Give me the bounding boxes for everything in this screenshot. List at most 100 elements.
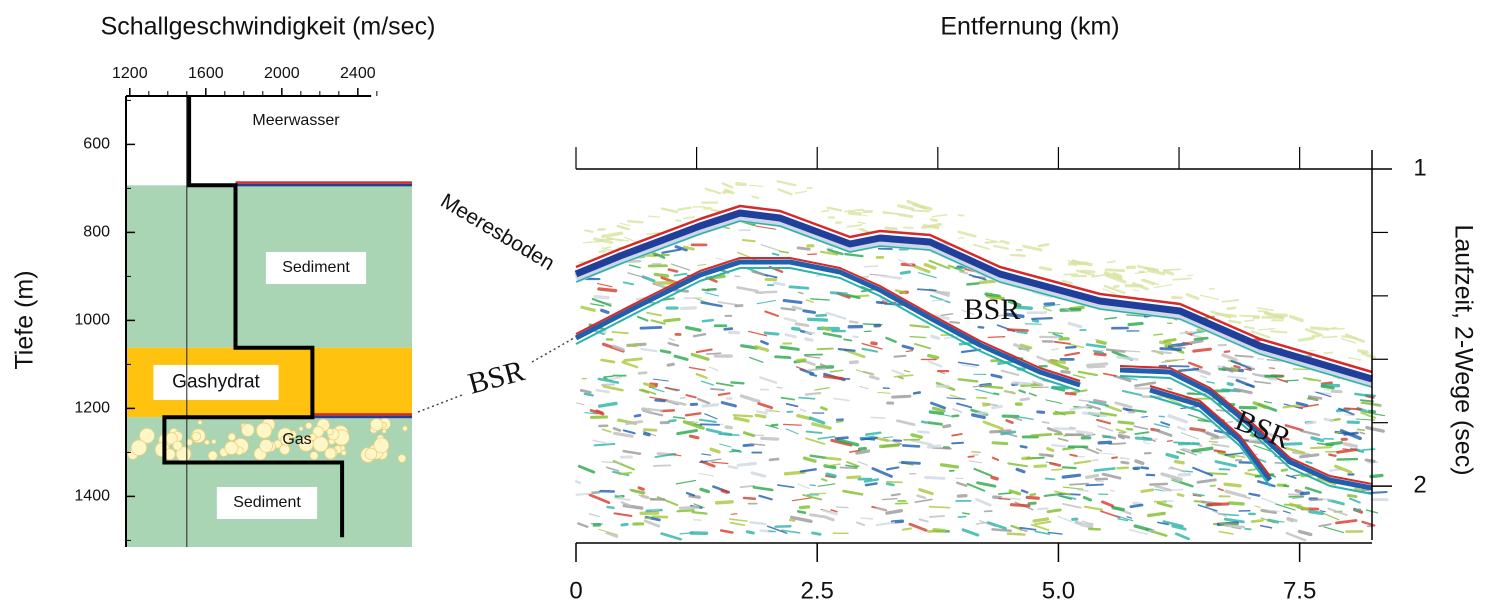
seismic-texture (1048, 359, 1067, 365)
seismic-texture (1141, 279, 1155, 286)
seismic-texture (936, 290, 951, 295)
seismic-texture (1143, 442, 1151, 445)
seismic-texture (1260, 517, 1276, 524)
seismic-texture (618, 471, 633, 476)
seismic-texture (1274, 461, 1291, 465)
seismic-texture (1292, 496, 1304, 500)
seismic-texture (1030, 523, 1050, 532)
seismic-texture (625, 420, 644, 426)
seismic-texture (699, 487, 710, 494)
layer-label-box (216, 487, 318, 519)
seismic-texture (653, 272, 670, 278)
seismic-texture (1061, 473, 1082, 479)
seismic-texture (1250, 330, 1271, 339)
seismic-texture (1328, 468, 1342, 472)
seismic-texture (1322, 335, 1338, 339)
seismic-texture (1341, 338, 1357, 344)
seismic-texture (675, 219, 682, 222)
seismic-texture (918, 272, 937, 279)
gas-bubble (298, 436, 314, 452)
seismic-texture (916, 494, 927, 500)
seismic-texture (1223, 482, 1242, 488)
seismic-texture (990, 475, 999, 481)
seismic-texture (701, 288, 710, 292)
velocity-title: Schallgeschwindigkeit (m/sec) (101, 13, 436, 41)
seismic-texture (641, 407, 653, 415)
seismic-texture (1085, 343, 1107, 349)
seismic-texture (807, 367, 826, 372)
seismic-texture (757, 402, 774, 410)
seismic-texture (788, 518, 796, 522)
seismic-texture (623, 357, 643, 362)
seismic-texture (788, 285, 810, 290)
seismic-texture (1305, 420, 1317, 425)
seismic-texture (1042, 303, 1061, 308)
seismic-texture (637, 371, 648, 375)
seismic-texture (914, 343, 932, 350)
seismic-texture (885, 508, 903, 515)
seismic-texture (1364, 393, 1377, 397)
seismic-texture (1009, 503, 1031, 508)
seismic-texture (1227, 319, 1242, 324)
seismic-texture (875, 521, 896, 527)
seismic-texture (940, 313, 954, 317)
seismic-texture (1231, 526, 1242, 530)
seismic-texture (754, 413, 767, 419)
y-tick-label: 1400 (74, 488, 110, 505)
seismic-texture (1036, 410, 1046, 414)
seismic-texture (722, 190, 731, 194)
seismic-texture (846, 224, 863, 228)
seismic-texture (1000, 496, 1021, 501)
seismic-texture (1167, 414, 1189, 424)
seismic-texture (785, 428, 799, 435)
seismic-texture (1018, 416, 1034, 420)
seismic-texture (763, 331, 780, 336)
seismic-texture (1034, 520, 1052, 526)
gas-bubble (298, 426, 304, 432)
y-tick-label: 1200 (74, 400, 110, 417)
seafloor-reflector (575, 204, 1373, 374)
seismic-texture (1077, 370, 1098, 377)
seismic-texture (823, 463, 841, 467)
seismic-texture (1085, 473, 1100, 480)
seismic-texture (1057, 437, 1069, 442)
seismic-texture (799, 408, 807, 413)
seismic-texture (987, 335, 1006, 339)
seismic-texture (1260, 497, 1277, 505)
seismic-texture (797, 483, 811, 490)
seismic-texture (749, 356, 764, 363)
seismic-texture (975, 498, 992, 507)
seismic-texture (1279, 520, 1285, 523)
seismic-texture (984, 240, 997, 244)
seismic-texture (597, 287, 618, 293)
seismic-texture (1328, 453, 1337, 457)
seismic-texture (1101, 500, 1114, 508)
gas-bubble (402, 425, 408, 432)
seismic-texture (1067, 321, 1083, 329)
seismic-texture (1325, 441, 1343, 446)
seismic-texture (782, 423, 802, 426)
seismic-texture (1159, 347, 1182, 352)
seismic-texture (1048, 331, 1064, 335)
seismic-texture (1343, 407, 1362, 411)
seismic-texture (1044, 477, 1056, 481)
seismic-texture (1230, 360, 1252, 370)
seismic-texture (1244, 496, 1252, 500)
seismic-texture (975, 521, 989, 525)
seismic-texture (939, 371, 946, 375)
seismic-texture (708, 366, 719, 372)
gas-bubble (224, 441, 239, 455)
seismic-texture (1162, 488, 1184, 492)
seismic-texture (791, 326, 801, 331)
seismic-texture (1049, 461, 1062, 467)
seismic-texture (1176, 493, 1185, 498)
seismic-texture (820, 209, 830, 213)
seismic-texture (857, 461, 869, 466)
seismic-texture (1263, 400, 1273, 404)
seismic-texture (742, 431, 756, 438)
seismic-texture (911, 209, 930, 213)
seismic-texture (1256, 480, 1276, 488)
seismic-texture (1193, 336, 1209, 341)
seismic-texture (740, 344, 759, 350)
seismic-texture (835, 420, 844, 423)
